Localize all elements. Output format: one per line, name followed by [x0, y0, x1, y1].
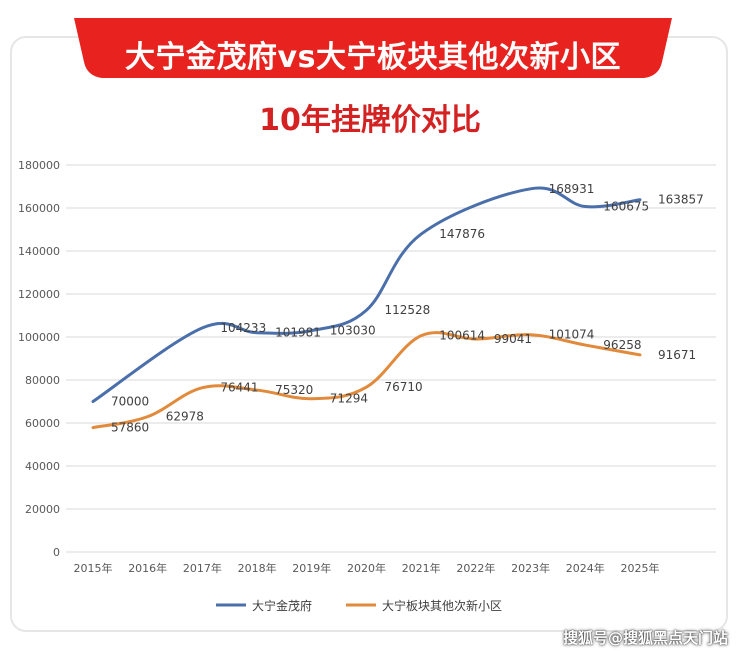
x-tick-label: 2019年	[292, 561, 331, 575]
data-label: 76441	[220, 381, 258, 395]
data-label: 70000	[111, 395, 149, 409]
x-tick-label: 2023年	[511, 561, 550, 575]
data-label: 62978	[166, 410, 204, 424]
y-tick-label: 140000	[18, 245, 60, 258]
x-tick-label: 2022年	[456, 561, 495, 575]
y-tick-label: 40000	[25, 460, 60, 473]
watermark: 搜狐号@搜狐黑点天门站	[562, 629, 728, 647]
data-label: 112528	[385, 303, 431, 317]
y-tick-label: 120000	[18, 288, 60, 301]
legend-label: 大宁板块其他次新小区	[382, 598, 502, 613]
banner-shape	[74, 18, 672, 78]
series-line	[91, 186, 642, 403]
data-label: 103030	[330, 323, 376, 337]
series-line	[91, 331, 642, 430]
x-tick-label: 2015年	[74, 561, 113, 575]
y-tick-label: 100000	[18, 331, 60, 344]
data-label: 160675	[603, 200, 649, 214]
data-label: 104233	[220, 321, 266, 335]
chart-title: 大宁金茂府vs大宁板块其他次新小区	[125, 40, 621, 75]
data-label: 101074	[549, 328, 595, 342]
data-label: 96258	[603, 338, 641, 352]
data-label: 101981	[275, 326, 321, 340]
data-label: 71294	[330, 392, 368, 406]
x-tick-label: 2024年	[566, 561, 605, 575]
x-tick-label: 2017年	[183, 561, 222, 575]
data-label: 168931	[549, 182, 595, 196]
y-tick-label: 80000	[25, 374, 60, 387]
y-tick-label: 0	[53, 546, 60, 559]
data-label: 57860	[111, 421, 149, 435]
data-label: 99041	[494, 332, 532, 346]
y-tick-label: 60000	[25, 417, 60, 430]
data-label: 76710	[385, 380, 423, 394]
data-label: 147876	[439, 227, 485, 241]
data-label: 100614	[439, 329, 485, 343]
data-label: 91671	[658, 348, 696, 362]
data-label: 163857	[658, 193, 704, 207]
y-tick-label: 160000	[18, 202, 60, 215]
banner-background	[74, 18, 672, 78]
title-banner: 大宁金茂府vs大宁板块其他次新小区	[74, 18, 672, 84]
chart-card	[10, 36, 728, 632]
y-tick-label: 180000	[18, 159, 60, 172]
x-tick-label: 2016年	[128, 561, 167, 575]
x-tick-label: 2021年	[402, 561, 441, 575]
data-label: 75320	[275, 383, 313, 397]
x-tick-label: 2020年	[347, 561, 386, 575]
chart-subtitle: 10年挂牌价对比	[259, 103, 481, 138]
legend-label: 大宁金茂府	[252, 598, 312, 613]
x-tick-label: 2025年	[621, 561, 660, 575]
x-tick-label: 2018年	[238, 561, 277, 575]
y-tick-label: 20000	[25, 503, 60, 516]
